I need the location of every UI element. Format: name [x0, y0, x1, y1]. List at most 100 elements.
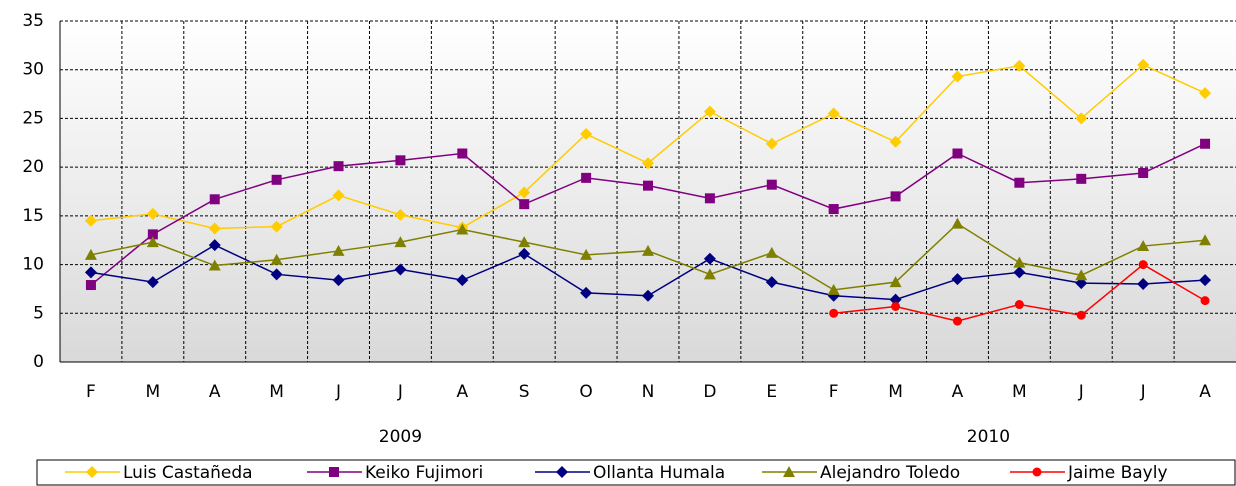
legend-label: Jaime Bayly — [1067, 463, 1168, 483]
marker — [889, 293, 902, 306]
y-tick-label: 10 — [22, 255, 44, 275]
marker — [1032, 467, 1042, 477]
plot-area — [60, 21, 1236, 362]
marker — [1138, 260, 1148, 270]
x-tick-label: D — [703, 382, 716, 402]
marker — [85, 280, 96, 291]
marker — [951, 273, 964, 286]
x-tick-label: A — [1199, 382, 1211, 402]
marker — [146, 276, 159, 289]
marker — [951, 217, 964, 229]
y-tick-label: 25 — [22, 108, 44, 128]
legend-label: Keiko Fujimori — [365, 463, 483, 483]
x-tick-label: M — [269, 382, 284, 402]
marker — [829, 308, 839, 318]
marker — [1013, 266, 1026, 279]
marker — [1014, 177, 1025, 188]
marker — [394, 236, 407, 248]
marker — [457, 148, 468, 159]
y-tick-label: 5 — [33, 303, 44, 323]
y-tick-label: 30 — [22, 60, 44, 80]
marker — [1014, 300, 1024, 310]
marker — [704, 193, 715, 204]
marker — [1075, 112, 1088, 125]
marker — [209, 194, 220, 205]
marker — [580, 248, 593, 260]
marker — [519, 199, 530, 210]
marker — [828, 204, 839, 215]
x-tick-label: J — [1078, 382, 1084, 402]
marker — [84, 214, 97, 227]
marker — [395, 155, 406, 166]
x-tick-label: F — [86, 382, 96, 402]
marker — [1137, 278, 1150, 291]
marker — [332, 189, 345, 202]
marker — [1199, 87, 1212, 100]
marker — [86, 466, 98, 478]
marker — [208, 222, 221, 235]
marker — [270, 268, 283, 281]
x-tick-label: N — [642, 382, 655, 402]
marker — [84, 266, 97, 279]
legend-label: Ollanta Humala — [593, 463, 725, 483]
marker — [765, 276, 778, 289]
marker — [1137, 58, 1150, 71]
marker — [1200, 138, 1211, 149]
marker — [146, 236, 159, 248]
y-tick-label: 15 — [22, 206, 44, 226]
marker — [332, 244, 345, 256]
marker — [703, 268, 716, 280]
marker — [581, 172, 592, 183]
legend-label: Alejandro Toledo — [820, 463, 960, 483]
marker — [1199, 234, 1212, 246]
marker — [1138, 167, 1149, 178]
x-tick-label: M — [1012, 382, 1027, 402]
marker — [642, 157, 654, 170]
marker — [890, 191, 901, 202]
marker — [783, 466, 795, 477]
marker — [580, 128, 593, 141]
marker — [891, 301, 901, 311]
marker — [765, 137, 778, 150]
marker — [1013, 256, 1026, 268]
marker — [208, 259, 221, 271]
marker — [827, 283, 840, 295]
marker — [643, 180, 653, 191]
marker — [889, 135, 902, 148]
marker — [1076, 173, 1087, 184]
y-tick-label: 35 — [22, 11, 44, 31]
x-tick-label: F — [829, 382, 839, 402]
marker — [518, 186, 531, 199]
marker — [456, 274, 469, 287]
marker — [889, 276, 902, 288]
group-label: 2009 — [379, 427, 422, 447]
x-tick-label: A — [209, 382, 221, 402]
marker — [556, 466, 568, 478]
marker — [1200, 296, 1210, 306]
marker — [329, 467, 339, 477]
x-tick-label: M — [146, 382, 161, 402]
marker — [208, 239, 221, 252]
marker — [332, 274, 345, 287]
marker — [333, 161, 344, 172]
marker — [642, 244, 654, 256]
marker — [1137, 240, 1150, 252]
marker — [394, 263, 407, 276]
marker — [1076, 310, 1086, 320]
marker — [84, 248, 97, 260]
marker — [703, 105, 716, 118]
y-tick-label: 20 — [22, 157, 44, 177]
legend-label: Luis Castañeda — [123, 463, 253, 483]
marker — [766, 179, 777, 190]
marker — [1075, 269, 1088, 281]
x-tick-label: O — [579, 382, 592, 402]
marker — [765, 246, 778, 258]
x-tick-label: S — [519, 382, 530, 402]
marker — [642, 289, 654, 302]
y-tick-label: 0 — [33, 352, 44, 372]
marker — [271, 174, 282, 185]
x-tick-label: J — [1140, 382, 1146, 402]
marker — [518, 247, 531, 260]
marker — [518, 236, 531, 248]
